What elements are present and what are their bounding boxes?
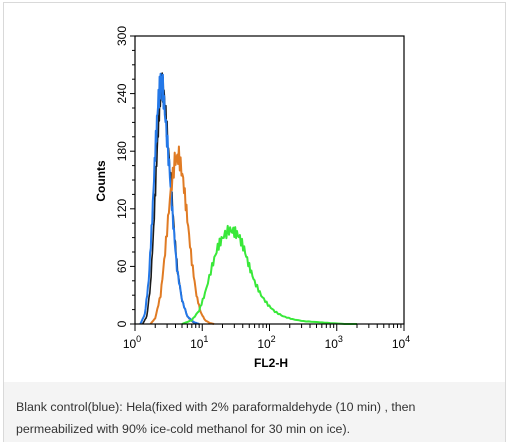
histogram-figure: 0 60 120 180 240 300 100 101 102 103 104 Counts F… <box>4 3 505 378</box>
x-tick-label: 100 <box>123 334 141 351</box>
histogram-series-line <box>181 224 357 325</box>
x-tick-label: 103 <box>325 334 343 351</box>
y-tick-label: 120 <box>115 198 129 218</box>
y-tick-label: 240 <box>115 83 129 103</box>
caption-text: Blank control(blue): Hela(fixed with 2% … <box>16 400 416 436</box>
x-tick-label: 102 <box>257 334 275 351</box>
y-tick-label: 300 <box>115 26 129 46</box>
y-tick-label: 0 <box>115 320 129 327</box>
histogram-chart: 0 60 120 180 240 300 100 101 102 103 104 Counts F… <box>73 12 410 373</box>
figure-background <box>73 12 404 373</box>
y-tick-label: 180 <box>115 141 129 161</box>
histogram-series-line <box>149 145 215 325</box>
histogram-series-line <box>139 72 200 325</box>
figure-caption: Blank control(blue): Hela(fixed with 2% … <box>4 382 505 442</box>
x-tick-label: 104 <box>392 334 410 351</box>
y-tick-label: 60 <box>115 259 129 273</box>
x-tick-label: 101 <box>190 334 208 351</box>
x-axis-label: FL2-H <box>254 356 288 370</box>
figure-card: 0 60 120 180 240 300 100 101 102 103 104 Counts F… <box>3 2 506 442</box>
y-axis-label: Counts <box>94 160 108 202</box>
